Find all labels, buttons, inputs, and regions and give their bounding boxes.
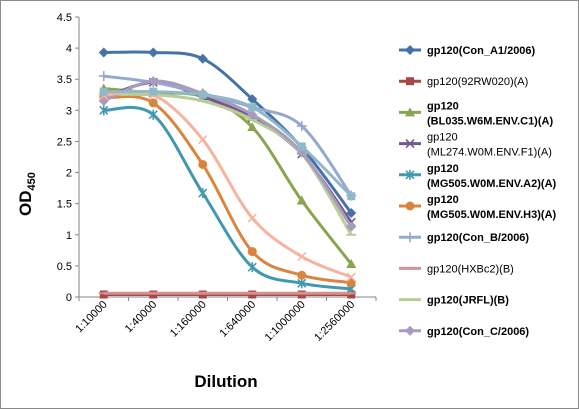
legend-item: gp120(Con_B/2006) (399, 232, 529, 244)
data-point (346, 221, 357, 232)
data-point (297, 278, 307, 289)
x-tick-label: 1:1000000 (263, 299, 308, 344)
legend-label: gp120(Con_C/2006) (427, 326, 529, 338)
series-layer (98, 47, 357, 299)
legend-marker (405, 169, 415, 180)
data-point (198, 188, 208, 199)
x-tick-label: 1:40000 (123, 299, 160, 336)
data-point (148, 98, 158, 108)
data-point (247, 213, 257, 223)
legend-item: gp120(92RW020)(A) (399, 76, 528, 88)
legend-label: gp120 (MG505.W0M.ENV.A2)(A) (427, 163, 557, 190)
data-point (297, 251, 307, 262)
data-point (149, 87, 158, 96)
y-tick-label: 2 (66, 168, 72, 180)
y-tick-label: 3 (66, 105, 72, 117)
legend-item: gp120(JRFL)(B) (399, 295, 509, 307)
data-point (99, 105, 109, 116)
data-point (198, 159, 208, 169)
y-axis-title-main: OD (16, 190, 35, 216)
legend-label: gp120 (ML274.W0M.ENV.F1)(A) (427, 132, 552, 159)
legend-marker (406, 77, 414, 86)
data-point (148, 76, 159, 87)
data-point (247, 94, 258, 105)
y-tick-label: 2.5 (57, 136, 72, 148)
y-axis-title-sub: 450 (26, 172, 38, 190)
x-axis: 1:10000 1:40000 1:160000 1:640000 1:1000000 1… (73, 296, 377, 344)
data-point (198, 90, 207, 99)
legend-marker (405, 139, 415, 149)
series-line (103, 50, 353, 214)
legend-item: gp120 (ML274.W0M.ENV.F1)(A) (399, 132, 552, 159)
data-point (148, 109, 158, 120)
data-point (297, 270, 307, 280)
series-line (103, 90, 352, 279)
data-point (248, 103, 257, 112)
series-0 (98, 47, 357, 218)
series-11 (99, 87, 356, 201)
legend-label: gp120 (BL035.W6M.ENV.C1)(A) (427, 100, 553, 127)
legend: gp120(Con_A1/2006) gp120(92RW020)(A) gp120… (399, 45, 557, 338)
legend-marker (405, 107, 415, 117)
data-point (346, 259, 357, 269)
y-tick-label: 4 (66, 43, 72, 55)
data-point (99, 87, 108, 96)
data-point (346, 272, 356, 282)
legend-marker (405, 232, 415, 243)
series-line (103, 95, 352, 285)
legend-label: gp120(Con_A1/2006) (427, 45, 536, 57)
y-axis: 0 0.5 1 1.5 2 2.5 3 3.5 4 4.5 (57, 12, 80, 304)
data-point (247, 122, 258, 132)
data-point (346, 208, 357, 218)
y-tick-label: 0 (66, 292, 72, 304)
y-tick-label: 3.5 (57, 74, 72, 86)
legend-marker (405, 45, 415, 55)
y-tick-label: 4.5 (57, 12, 72, 24)
data-point (296, 120, 307, 131)
y-tick-label: 1 (66, 230, 72, 242)
legend-item: gp120(Con_C/2006) (399, 325, 529, 338)
legend-label: gp120(Con_B/2006) (427, 232, 529, 244)
legend-item: gp120(Con_A1/2006) (399, 45, 536, 57)
data-point (296, 195, 307, 205)
legend-label: gp120 (MG505.W0M.ENV.H3)(A) (427, 194, 557, 221)
data-point (148, 47, 159, 58)
y-axis-title: OD450 (16, 172, 38, 216)
legend-label: gp120(92RW020)(A) (427, 76, 528, 88)
legend-item: gp120 (BL035.W6M.ENV.C1)(A) (399, 100, 553, 127)
data-point (98, 47, 109, 58)
series-5 (99, 93, 356, 288)
data-point (198, 135, 208, 145)
x-tick-label: 1:2560000 (312, 299, 357, 344)
x-axis-title: Dilution (194, 372, 257, 391)
legend-item: gp120 (MG505.W0M.ENV.A2)(A) (399, 163, 557, 190)
x-tick-label: 1:10000 (73, 299, 110, 336)
data-point (347, 192, 356, 201)
series-8 (98, 92, 357, 236)
legend-marker (405, 325, 415, 336)
y-tick-label: 0.5 (57, 261, 72, 273)
legend-label: gp120(JRFL)(B) (427, 295, 509, 307)
legend-marker (405, 201, 415, 211)
series-10 (99, 90, 356, 282)
data-point (247, 262, 257, 273)
series-line (103, 79, 353, 228)
x-tick-label: 1:640000 (217, 299, 258, 340)
x-tick-label: 1:160000 (168, 299, 209, 340)
data-point (197, 53, 208, 64)
legend-item: gp120 (MG505.W0M.ENV.H3)(A) (399, 194, 557, 221)
legend-label: gp120(HXBc2)(B) (427, 263, 514, 275)
data-point (98, 71, 109, 82)
y-tick-label: 1.5 (57, 199, 72, 211)
data-point (247, 247, 257, 257)
data-point (247, 109, 258, 120)
legend-item: gp120(HXBc2)(B) (399, 263, 514, 275)
data-point (297, 142, 306, 151)
